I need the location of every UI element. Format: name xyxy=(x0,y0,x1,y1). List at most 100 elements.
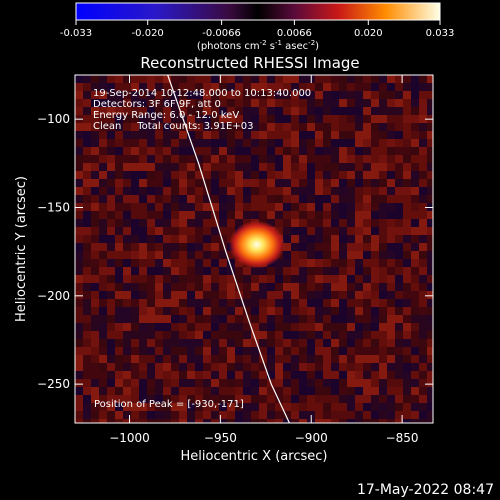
heatmap-cell xyxy=(227,131,235,139)
heatmap-cell xyxy=(411,403,419,411)
heatmap-cell xyxy=(203,331,211,339)
heatmap-cell xyxy=(363,363,371,371)
heatmap-cell xyxy=(275,75,283,83)
heatmap-cell xyxy=(371,147,379,155)
heatmap-cell xyxy=(123,179,131,187)
heatmap-cell xyxy=(163,395,171,403)
heatmap-cell xyxy=(139,75,147,83)
heatmap-cell xyxy=(227,267,235,275)
heatmap-cell xyxy=(323,83,331,91)
heatmap-cell xyxy=(187,211,195,219)
heatmap-cell xyxy=(179,171,187,179)
heatmap-cell xyxy=(267,187,275,195)
heatmap-cell xyxy=(307,395,315,403)
heatmap-cell xyxy=(171,243,179,251)
heatmap-cell xyxy=(163,275,171,283)
heatmap-cell xyxy=(163,203,171,211)
heatmap-cell xyxy=(371,355,379,363)
heatmap-cell xyxy=(211,83,219,91)
heatmap-cell xyxy=(99,307,107,315)
heatmap-cell xyxy=(427,107,433,115)
heatmap-cell xyxy=(267,211,275,219)
heatmap-cell xyxy=(283,195,291,203)
heatmap-cell xyxy=(363,107,371,115)
heatmap-cell xyxy=(139,195,147,203)
heatmap-cell xyxy=(219,403,227,411)
heatmap-cell xyxy=(243,131,251,139)
heatmap-cell xyxy=(99,259,107,267)
heatmap-cell xyxy=(419,235,427,243)
heatmap-cell xyxy=(195,419,203,423)
colorbar-tick-label: 0.0066 xyxy=(277,28,312,39)
heatmap-cell xyxy=(83,363,91,371)
heatmap-cell xyxy=(203,75,211,83)
heatmap-cells xyxy=(75,75,433,423)
heatmap-cell xyxy=(139,283,147,291)
heatmap-cell xyxy=(379,91,387,99)
heatmap-cell xyxy=(387,283,395,291)
plot-frame xyxy=(74,74,434,424)
heatmap-cell xyxy=(211,139,219,147)
heatmap-cell xyxy=(155,339,163,347)
heatmap-cell xyxy=(275,323,283,331)
heatmap-cell xyxy=(155,147,163,155)
heatmap-cell xyxy=(403,163,411,171)
heatmap-cell xyxy=(427,395,433,403)
heatmap-cell xyxy=(291,123,299,131)
heatmap-cell xyxy=(315,211,323,219)
heatmap-cell xyxy=(339,115,347,123)
heatmap-cell xyxy=(347,339,355,347)
heatmap-cell xyxy=(187,75,195,83)
heatmap-cell xyxy=(411,283,419,291)
heatmap-cell xyxy=(323,91,331,99)
heatmap-cell xyxy=(147,307,155,315)
heatmap-cell xyxy=(75,235,83,243)
heatmap-cell xyxy=(107,371,115,379)
heatmap-cell xyxy=(171,75,179,83)
heatmap-cell xyxy=(147,419,155,423)
heatmap-cell xyxy=(427,363,433,371)
heatmap-cell xyxy=(355,395,363,403)
heatmap-cell xyxy=(211,259,219,267)
heatmap-cell xyxy=(187,363,195,371)
heatmap-cell xyxy=(83,283,91,291)
heatmap-cell xyxy=(83,331,91,339)
heatmap-cell xyxy=(107,147,115,155)
heatmap-cell xyxy=(347,299,355,307)
heatmap-cell xyxy=(379,307,387,315)
heatmap-cell xyxy=(227,355,235,363)
heatmap-cell xyxy=(355,195,363,203)
heatmap-cell xyxy=(203,123,211,131)
heatmap-cell xyxy=(115,211,123,219)
heatmap-cell xyxy=(259,347,267,355)
heatmap-cell xyxy=(267,179,275,187)
heatmap-cell xyxy=(419,347,427,355)
heatmap-cell xyxy=(323,131,331,139)
heatmap-cell xyxy=(251,139,259,147)
heatmap-cell xyxy=(155,363,163,371)
heatmap-cell xyxy=(299,179,307,187)
heatmap-cell xyxy=(331,387,339,395)
heatmap-cell xyxy=(283,123,291,131)
heatmap-cell xyxy=(203,339,211,347)
heatmap-cell xyxy=(403,187,411,195)
heatmap-cell xyxy=(163,267,171,275)
heatmap-cell xyxy=(179,411,187,419)
heatmap-cell xyxy=(107,395,115,403)
heatmap-cell xyxy=(259,171,267,179)
heatmap-cell xyxy=(275,203,283,211)
heatmap-cell xyxy=(411,115,419,123)
heatmap-cell xyxy=(283,363,291,371)
heatmap-cell xyxy=(427,339,433,347)
heatmap-cell xyxy=(323,115,331,123)
heatmap-cell xyxy=(419,403,427,411)
heatmap-cell xyxy=(379,163,387,171)
heatmap-cell xyxy=(307,315,315,323)
heatmap-cell xyxy=(411,131,419,139)
heatmap-cell xyxy=(267,155,275,163)
heatmap-cell xyxy=(323,203,331,211)
heatmap-cell xyxy=(131,139,139,147)
heatmap-cell xyxy=(291,139,299,147)
heatmap-cell xyxy=(379,283,387,291)
info-line-energy: Energy Range: 6.0 - 12.0 keV xyxy=(93,110,239,121)
